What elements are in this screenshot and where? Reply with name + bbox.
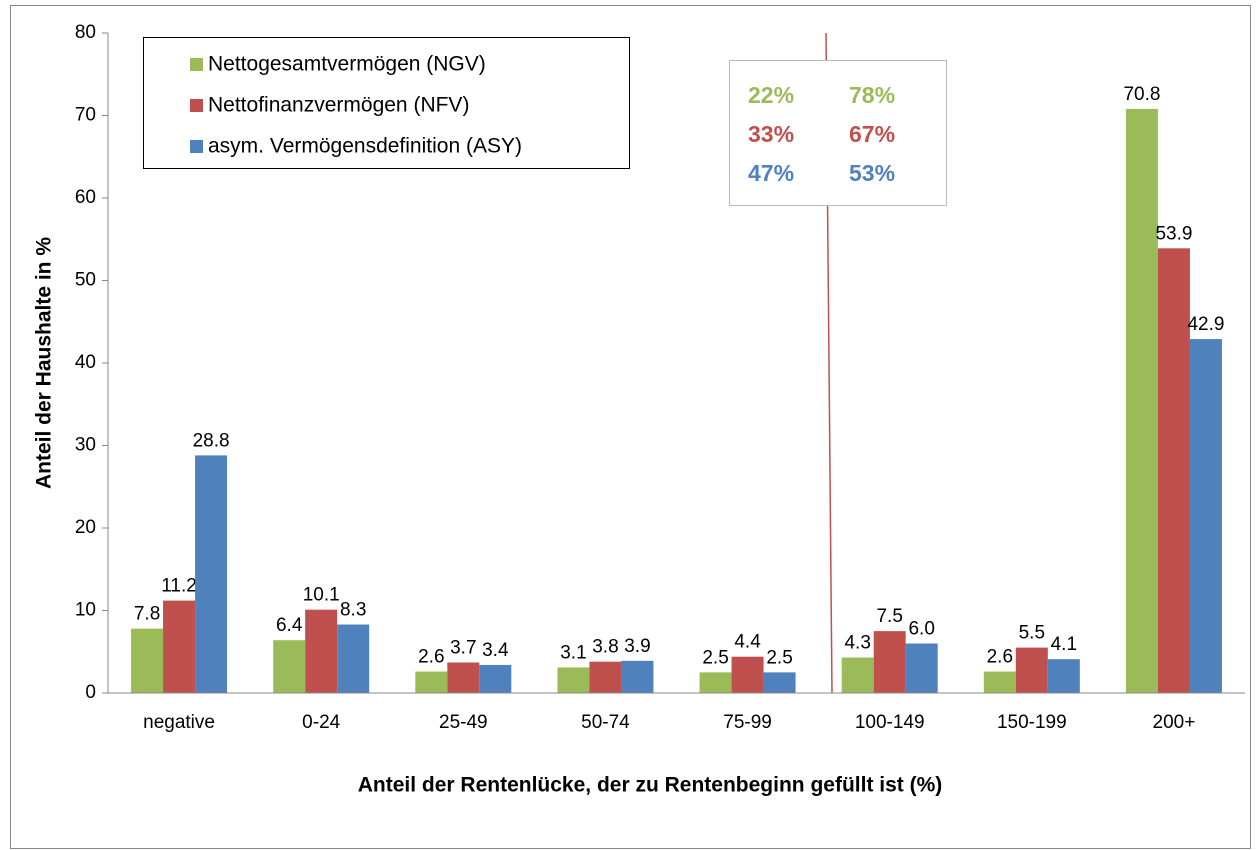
data-label: 3.8 [592, 637, 618, 658]
data-label: 3.1 [560, 642, 586, 663]
bar [273, 640, 306, 693]
data-label: 11.2 [161, 576, 197, 597]
x-tick-label: 75-99 [723, 712, 772, 733]
bar [557, 667, 590, 693]
y-tick-label: 40 [75, 352, 96, 373]
y-tick-label: 0 [85, 682, 96, 703]
x-tick-label: 150-199 [997, 712, 1067, 733]
legend-swatch [190, 58, 203, 71]
data-label: 6.0 [908, 619, 934, 640]
bar [1015, 647, 1048, 693]
annotation-text: 33% [748, 121, 794, 147]
data-label: 2.6 [987, 647, 1013, 668]
bar [841, 657, 874, 693]
x-tick-label: 0-24 [302, 712, 340, 733]
annotation-text: 47% [748, 160, 794, 186]
annotation-text: 53% [849, 160, 895, 186]
data-label: 6.4 [276, 615, 303, 636]
data-label: 3.9 [624, 636, 650, 657]
bar [1125, 108, 1158, 693]
data-label: 3.4 [482, 640, 509, 661]
bar [905, 643, 938, 693]
annotation-text: 22% [748, 82, 794, 108]
data-label: 28.8 [193, 430, 230, 451]
bar [415, 671, 448, 693]
bar [589, 661, 622, 693]
bar [447, 662, 480, 693]
x-tick-label: 25-49 [439, 712, 488, 733]
data-label: 7.8 [134, 604, 160, 625]
annotation-text: 78% [849, 82, 895, 108]
legend-box [143, 37, 630, 169]
y-axis-title: Anteil der Haushalte in % [33, 237, 56, 489]
data-label: 8.3 [340, 600, 366, 621]
bar [305, 609, 338, 693]
y-tick-label: 30 [75, 435, 96, 456]
x-tick-label: 50-74 [581, 712, 630, 733]
y-tick-label: 50 [75, 270, 96, 291]
data-label: 2.5 [702, 647, 728, 668]
x-tick-label: 200+ [1153, 712, 1196, 733]
legend-swatch [190, 99, 203, 112]
data-label: 3.7 [450, 637, 476, 658]
data-label: 4.1 [1051, 634, 1077, 655]
bar [983, 671, 1016, 693]
bar [163, 600, 196, 693]
bar [1157, 248, 1190, 693]
legend-label: Nettogesamtvermögen (NGV) [208, 53, 486, 76]
annotation-text: 67% [849, 121, 895, 147]
data-label: 7.5 [876, 606, 902, 627]
x-tick-label: 100-149 [855, 712, 925, 733]
data-label: 10.1 [303, 585, 340, 606]
data-label: 2.5 [766, 647, 792, 668]
bar [731, 656, 764, 693]
bar [763, 672, 796, 693]
legend-swatch [190, 140, 203, 153]
annotation-box [729, 60, 947, 206]
y-tick-label: 10 [75, 600, 96, 621]
bar [131, 628, 164, 693]
y-tick-label: 20 [75, 517, 96, 538]
bar [195, 455, 228, 693]
legend-label: Nettofinanzvermögen (NFV) [208, 94, 469, 117]
data-label: 5.5 [1019, 623, 1045, 644]
bar [337, 624, 370, 693]
bar [1189, 339, 1222, 693]
bar [621, 660, 654, 693]
data-label: 4.3 [844, 633, 870, 654]
bar [873, 631, 906, 693]
data-label: 53.9 [1155, 223, 1192, 244]
data-label: 42.9 [1187, 314, 1224, 335]
bar [1047, 659, 1080, 693]
data-label: 4.4 [734, 632, 761, 653]
bar [699, 672, 732, 693]
bar [479, 664, 512, 693]
data-label: 70.8 [1123, 84, 1160, 105]
x-axis-title: Anteil der Rentenlücke, der zu Rentenbeg… [358, 774, 943, 797]
x-tick-label: negative [143, 712, 215, 733]
y-tick-label: 80 [75, 22, 96, 43]
data-label: 2.6 [418, 647, 444, 668]
y-tick-label: 70 [75, 105, 96, 126]
y-tick-label: 60 [75, 187, 96, 208]
legend-label: asym. Vermögensdefinition (ASY) [208, 135, 522, 158]
